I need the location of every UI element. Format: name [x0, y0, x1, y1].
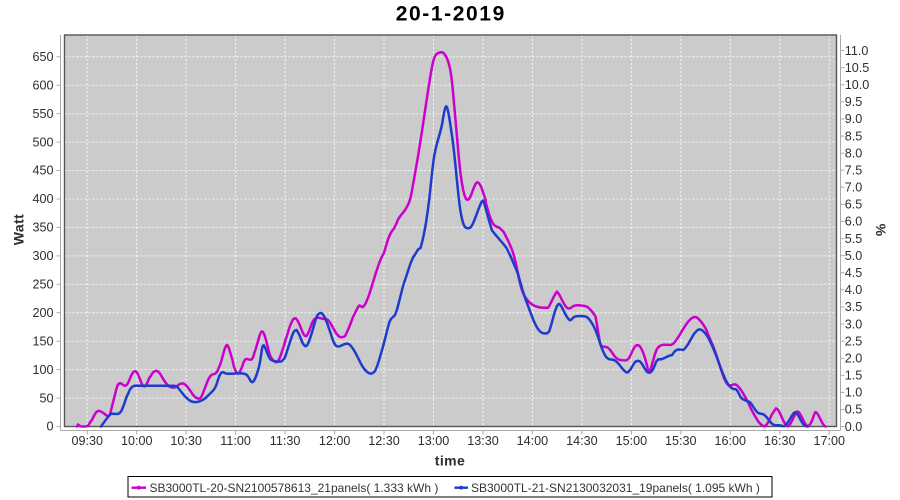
svg-text:3.5: 3.5: [845, 300, 863, 314]
svg-text:11.0: 11.0: [845, 44, 869, 58]
svg-text:250: 250: [32, 278, 53, 292]
svg-text:6.5: 6.5: [845, 198, 863, 212]
svg-text:500: 500: [32, 135, 53, 149]
svg-text:4.5: 4.5: [845, 266, 863, 280]
svg-text:15:30: 15:30: [665, 434, 697, 448]
svg-text:10.0: 10.0: [845, 78, 870, 92]
svg-text:16:00: 16:00: [715, 434, 747, 448]
svg-text:Watt: Watt: [11, 214, 27, 245]
svg-text:650: 650: [32, 50, 53, 64]
svg-text:0: 0: [46, 420, 53, 434]
svg-text:4.0: 4.0: [845, 283, 863, 297]
svg-text:1.0: 1.0: [845, 386, 863, 400]
svg-text:20-1-2019: 20-1-2019: [396, 3, 506, 26]
svg-text:09:30: 09:30: [71, 434, 103, 448]
svg-text:time: time: [435, 453, 465, 469]
svg-text:1.5: 1.5: [845, 369, 863, 383]
svg-text:12:00: 12:00: [319, 434, 351, 448]
svg-text:SB3000TL-20-SN2100578613_21pan: SB3000TL-20-SN2100578613_21panels( 1.333…: [150, 481, 439, 495]
svg-text:200: 200: [32, 306, 53, 320]
svg-text:100: 100: [32, 363, 53, 377]
svg-text:17:00: 17:00: [813, 434, 845, 448]
svg-text:550: 550: [32, 107, 53, 121]
svg-text:12:30: 12:30: [368, 434, 400, 448]
svg-text:450: 450: [32, 164, 53, 178]
svg-text:150: 150: [32, 334, 53, 348]
svg-text:10:00: 10:00: [121, 434, 153, 448]
svg-text:0.0: 0.0: [845, 420, 863, 434]
svg-text:2.5: 2.5: [845, 334, 863, 348]
svg-text:13:00: 13:00: [418, 434, 450, 448]
svg-text:11:30: 11:30: [270, 434, 301, 448]
svg-text:11:00: 11:00: [220, 434, 251, 448]
svg-text:350: 350: [32, 221, 53, 235]
svg-text:SB3000TL-21-SN2130032031_19pan: SB3000TL-21-SN2130032031_19panels( 1.095…: [471, 481, 760, 495]
svg-text:7.5: 7.5: [845, 163, 863, 177]
svg-text:9.0: 9.0: [845, 112, 863, 126]
svg-text:600: 600: [32, 78, 53, 92]
svg-text:16:30: 16:30: [764, 434, 796, 448]
svg-text:14:00: 14:00: [517, 434, 549, 448]
svg-text:9.5: 9.5: [845, 95, 863, 109]
svg-text:15:00: 15:00: [616, 434, 648, 448]
svg-text:7.0: 7.0: [845, 181, 863, 195]
svg-text:5.5: 5.5: [845, 232, 863, 246]
svg-text:50: 50: [39, 391, 53, 405]
svg-text:300: 300: [32, 249, 53, 263]
svg-text:0.5: 0.5: [845, 403, 863, 417]
svg-text:%: %: [873, 224, 889, 237]
svg-text:6.0: 6.0: [845, 215, 863, 229]
svg-text:14:30: 14:30: [566, 434, 598, 448]
svg-text:10.5: 10.5: [845, 61, 870, 75]
svg-text:8.5: 8.5: [845, 129, 863, 143]
svg-text:5.0: 5.0: [845, 249, 863, 263]
svg-text:2.0: 2.0: [845, 351, 863, 365]
svg-text:10:30: 10:30: [170, 434, 202, 448]
svg-text:400: 400: [32, 192, 53, 206]
svg-text:13:30: 13:30: [467, 434, 499, 448]
svg-text:3.0: 3.0: [845, 317, 863, 331]
svg-text:8.0: 8.0: [845, 146, 863, 160]
